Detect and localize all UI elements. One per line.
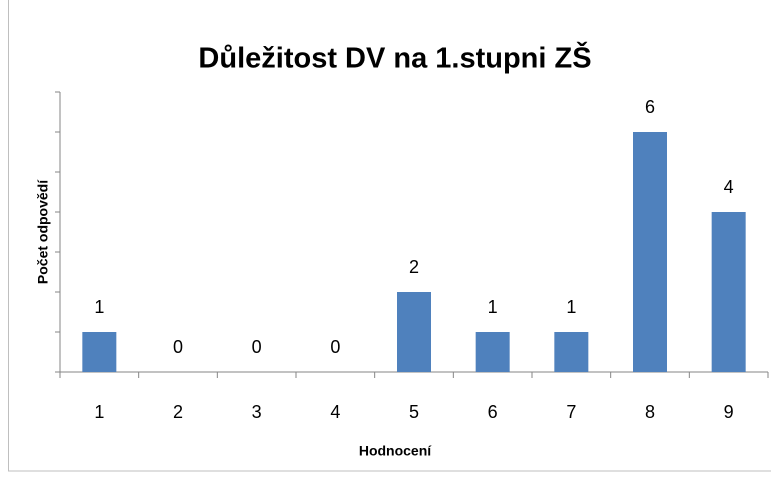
data-label: 2 [409, 257, 419, 277]
data-label: 6 [645, 97, 655, 117]
bar [633, 132, 667, 372]
chart-title: Důležitost DV na 1.stupni ZŠ [198, 41, 591, 75]
data-label: 0 [330, 337, 340, 357]
x-tick-label: 3 [252, 402, 262, 422]
x-tick-label: 7 [566, 402, 576, 422]
x-tick-label: 5 [409, 402, 419, 422]
x-axis-title: Hodnocení [359, 443, 432, 459]
x-tick-label: 4 [330, 402, 340, 422]
x-tick-label: 6 [488, 402, 498, 422]
data-label: 0 [252, 337, 262, 357]
data-label: 4 [724, 177, 734, 197]
bar [397, 292, 431, 372]
bar [82, 332, 117, 372]
bar [711, 212, 746, 372]
y-axis-title: Počet odpovědí [35, 179, 51, 284]
data-label: 1 [566, 297, 576, 317]
x-tick-label: 8 [645, 402, 655, 422]
x-tick-label: 2 [173, 402, 183, 422]
bar [554, 332, 589, 372]
data-label: 0 [173, 337, 183, 357]
data-label: 1 [94, 297, 104, 317]
data-label: 1 [488, 297, 498, 317]
bar [475, 332, 510, 372]
x-tick-label: 9 [724, 402, 734, 422]
x-tick-label: 1 [94, 402, 104, 422]
